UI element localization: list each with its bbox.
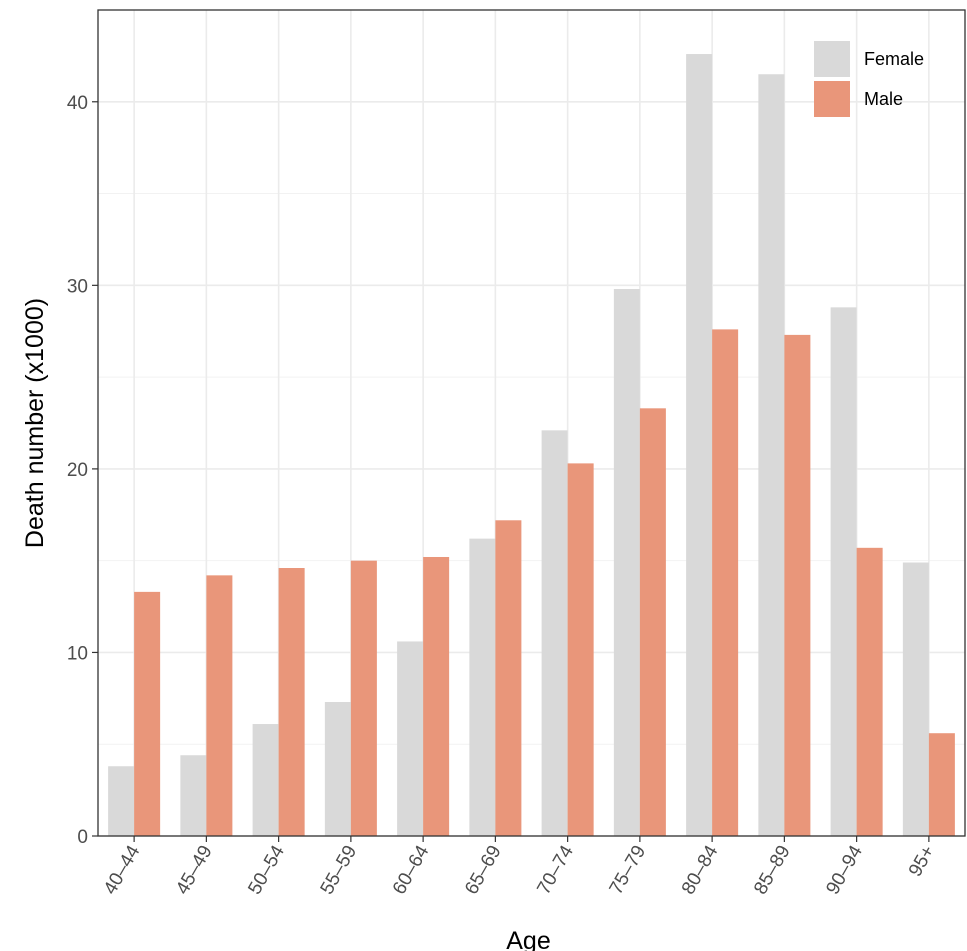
bar-male-7 bbox=[639, 408, 666, 836]
bar-male-2 bbox=[278, 568, 305, 836]
x-tick-label: 95+ bbox=[905, 842, 939, 880]
legend: Female Male bbox=[814, 41, 924, 117]
bar-male-9 bbox=[784, 334, 811, 836]
plot-panel-border bbox=[97, 9, 966, 837]
bar-female-10 bbox=[830, 307, 857, 836]
x-tick-label: 40–44 bbox=[100, 842, 145, 899]
bar-female-7 bbox=[613, 289, 640, 836]
bar-male-10 bbox=[856, 547, 883, 836]
y-axis-title: Death number (x1000) bbox=[21, 298, 49, 548]
bar-male-0 bbox=[134, 591, 161, 836]
bar-male-1 bbox=[206, 575, 233, 836]
bar-male-4 bbox=[423, 556, 450, 836]
bar-female-5 bbox=[469, 538, 496, 836]
bar-female-8 bbox=[686, 54, 713, 836]
x-tick-label: 55–59 bbox=[317, 842, 362, 898]
legend-label-male: Male bbox=[864, 89, 903, 109]
y-tick-label: 40 bbox=[67, 93, 88, 114]
legend-key-male bbox=[814, 81, 850, 117]
x-tick-label: 70–74 bbox=[533, 842, 578, 899]
bar-female-1 bbox=[180, 755, 207, 836]
bar-male-6 bbox=[567, 463, 594, 836]
x-tick-label: 50–54 bbox=[244, 842, 289, 899]
legend-label-female: Female bbox=[864, 49, 924, 69]
bar-female-0 bbox=[108, 766, 135, 836]
y-tick-label: 20 bbox=[67, 460, 88, 481]
bar-female-4 bbox=[397, 641, 424, 836]
x-tick-label: 45–49 bbox=[172, 842, 217, 898]
x-tick-label: 90–94 bbox=[822, 842, 867, 899]
bars bbox=[108, 54, 955, 836]
bar-male-5 bbox=[495, 520, 522, 836]
y-tick-label: 10 bbox=[67, 643, 88, 664]
bar-male-11 bbox=[928, 733, 955, 836]
bar-male-8 bbox=[712, 329, 739, 836]
x-axis-title: Age bbox=[506, 927, 550, 951]
bar-female-11 bbox=[902, 562, 929, 836]
x-tick-label: 65–69 bbox=[461, 842, 506, 898]
x-tick-label: 80–84 bbox=[678, 842, 723, 899]
bar-female-9 bbox=[758, 74, 785, 836]
legend-key-female bbox=[814, 41, 850, 77]
bar-female-2 bbox=[252, 724, 279, 836]
y-tick-label: 0 bbox=[77, 827, 88, 848]
x-tick-label: 75–79 bbox=[606, 842, 651, 898]
y-tick-label: 30 bbox=[67, 276, 88, 297]
x-tick-label: 85–89 bbox=[750, 842, 795, 898]
bar-female-3 bbox=[324, 702, 351, 836]
bar-female-6 bbox=[541, 430, 568, 836]
bar-male-3 bbox=[350, 560, 377, 836]
x-tick-label: 60–64 bbox=[389, 842, 434, 899]
